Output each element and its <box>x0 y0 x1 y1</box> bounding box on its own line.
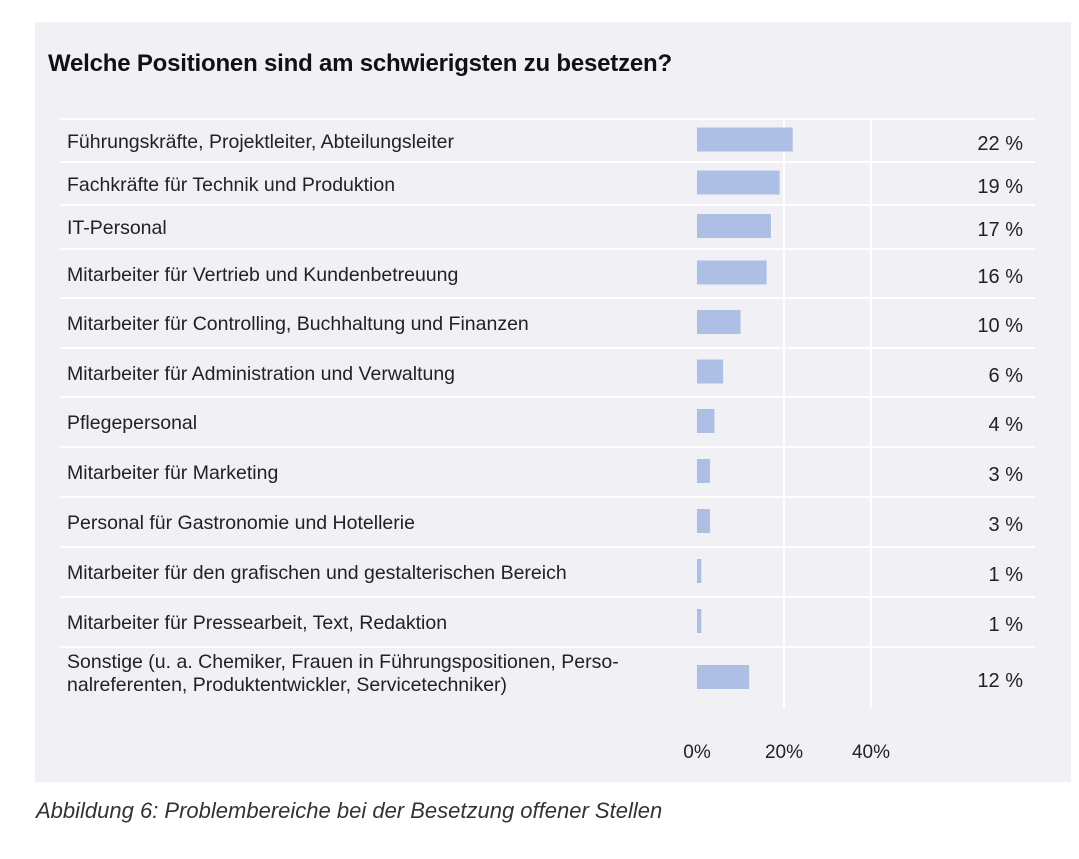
value-label: 12 % <box>977 670 1023 692</box>
bar <box>697 359 724 384</box>
bar <box>697 127 793 152</box>
chart-title: Welche Positionen sind am schwierigsten … <box>48 50 672 77</box>
bar <box>697 310 741 334</box>
bar <box>697 214 771 238</box>
value-label: 19 % <box>977 175 1023 198</box>
value-label: 3 % <box>988 464 1023 486</box>
category-label: Sonstige (u. a. Chemiker, Frauen in Führ… <box>67 651 619 696</box>
chart-row: Personal für Gastronomie und Hotellerie 3… <box>60 496 1035 548</box>
value-label: 16 % <box>977 265 1023 288</box>
bar <box>697 260 767 285</box>
value-label: 17 % <box>977 219 1023 241</box>
bar <box>697 170 780 195</box>
chart-row: IT-Personal 17 % <box>60 204 1035 250</box>
chart-row: Mitarbeiter für den grafischen und gesta… <box>60 546 1035 598</box>
value-label: 1 % <box>988 614 1023 636</box>
bar <box>697 409 715 433</box>
bar <box>697 609 702 633</box>
value-label: 4 % <box>988 414 1023 436</box>
value-label: 10 % <box>977 315 1023 337</box>
category-label: Mitarbeiter für Controlling, Buchhaltung… <box>67 313 529 335</box>
figure-caption: Abbildung 6: Problembereiche bei der Bes… <box>36 798 663 823</box>
bar <box>697 459 711 483</box>
value-label: 22 % <box>977 132 1023 155</box>
chart-row: Pflegepersonal 4 % <box>60 396 1035 448</box>
category-label: Mitarbeiter für Pressearbeit, Text, Reda… <box>67 612 448 634</box>
chart-row: Fachkräfte für Technik und Produktion 19 … <box>60 161 1035 206</box>
chart-row: Führungskräfte, Projektleiter, Abteilung… <box>60 118 1035 163</box>
category-label: Führungskräfte, Projektleiter, Abteilung… <box>67 130 454 153</box>
category-label: Mitarbeiter für Vertrieb und Kundenbetre… <box>67 263 459 286</box>
category-label: Pflegepersonal <box>67 412 198 434</box>
bar <box>697 559 702 583</box>
x-tick-label: 20% <box>765 742 803 763</box>
value-label: 3 % <box>988 514 1023 536</box>
chart-row: Mitarbeiter für Marketing 3 % <box>60 446 1035 498</box>
category-label: Mitarbeiter für Administration und Verwa… <box>67 362 456 385</box>
value-label: 6 % <box>988 364 1023 387</box>
category-label: Mitarbeiter für den grafischen und gesta… <box>67 562 567 584</box>
category-label: Fachkräfte für Technik und Produktion <box>67 173 396 196</box>
chart-row: Mitarbeiter für Administration und Verwa… <box>60 347 1035 398</box>
chart-row: Mitarbeiter für Vertrieb und Kundenbetre… <box>60 248 1035 299</box>
x-tick-label: 40% <box>852 742 890 763</box>
category-label: Personal für Gastronomie und Hotellerie <box>67 512 415 534</box>
value-label: 1 % <box>988 564 1023 586</box>
category-label: IT-Personal <box>67 217 167 239</box>
chart-panel <box>35 22 1071 782</box>
bar <box>697 509 711 533</box>
chart-row: Mitarbeiter für Controlling, Buchhaltung… <box>60 297 1035 349</box>
x-tick-label: 0% <box>683 742 711 763</box>
chart-row: Sonstige (u. a. Chemiker, Frauen in Führ… <box>60 646 1035 710</box>
bar <box>697 665 750 689</box>
category-label: Mitarbeiter für Marketing <box>67 462 279 484</box>
chart-row: Mitarbeiter für Pressearbeit, Text, Reda… <box>60 596 1035 648</box>
